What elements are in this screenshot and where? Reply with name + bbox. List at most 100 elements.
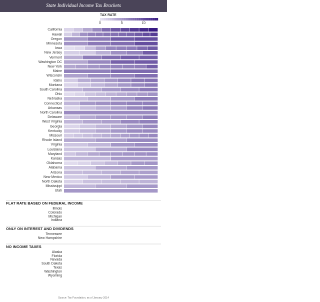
bracket-segment — [64, 78, 78, 83]
bracket-segment — [126, 138, 158, 142]
section-title: ONLY ON INTEREST AND DIVIDENDS — [6, 227, 74, 231]
bracket-segment — [134, 152, 146, 156]
state-label: South Dakota — [41, 262, 62, 266]
bracket-segment — [74, 46, 85, 50]
bracket-segment — [64, 156, 111, 161]
bracket-segment — [64, 124, 80, 129]
bracket-segment — [95, 46, 106, 50]
chart: State Individual Income Tax Brackets TAX… — [0, 0, 167, 300]
bracket-segment — [111, 115, 127, 119]
legend-swatch — [117, 18, 120, 21]
bracket-segment — [101, 133, 111, 138]
legend-swatch — [107, 18, 110, 21]
bracket-segment — [126, 51, 143, 55]
state-label: Nevada — [50, 258, 62, 262]
bracket-segment — [87, 60, 111, 64]
bracket-segment — [64, 110, 158, 115]
bracket-segment — [105, 92, 116, 96]
bracket-segment — [87, 32, 96, 37]
bracket-segment — [64, 133, 74, 138]
bracket-segment — [118, 32, 127, 37]
state-label: North Carolina — [40, 110, 62, 114]
bracket-segment — [116, 92, 127, 96]
bracket-segment — [64, 87, 83, 92]
section-title: NO INCOME TAXES — [6, 245, 42, 249]
legend-swatch — [115, 18, 118, 21]
state-label: Georgia — [50, 124, 62, 128]
bracket-segment — [75, 152, 88, 156]
state-label: Connecticut — [44, 101, 62, 105]
bracket-segment — [73, 133, 83, 138]
legend-swatch — [129, 18, 132, 21]
state-label: Idaho — [54, 78, 63, 82]
state-label: Alaska — [52, 250, 62, 254]
bracket-segment — [134, 41, 158, 46]
bracket-segment — [111, 156, 158, 161]
bracket-segment — [101, 179, 121, 184]
bracket-segment — [82, 179, 102, 184]
bracket-segment — [64, 51, 80, 55]
bracket-segment — [111, 74, 135, 78]
state-label: Tennessee — [46, 232, 63, 236]
legend-swatch — [130, 18, 133, 21]
bracket-segment — [64, 64, 76, 69]
bracket-segment — [111, 129, 127, 133]
state-label: Mississippi — [46, 184, 63, 188]
bracket-segment — [148, 133, 158, 138]
bracket-segment — [64, 69, 111, 73]
bracket-segment — [134, 60, 158, 64]
state-label: Ohio — [55, 92, 62, 96]
bracket-segment — [64, 106, 80, 110]
bracket-segment — [139, 179, 158, 184]
bracket-segment — [111, 124, 127, 129]
state-label: Montana — [49, 83, 62, 87]
bracket-segment — [111, 175, 135, 179]
section-title: FLAT RATE BASED ON FEDERAL INCOME — [6, 202, 83, 206]
bracket-segment — [82, 133, 92, 138]
source: Source: Tax Foundation, as of January 20… — [58, 296, 109, 300]
bracket-segment — [95, 115, 111, 119]
bracket-segment — [126, 129, 143, 133]
bracket-segment — [139, 55, 158, 60]
bracket-segment — [101, 170, 121, 175]
bracket-segment — [64, 184, 96, 188]
bracket-segment — [64, 37, 88, 41]
legend-swatch — [125, 18, 128, 21]
bracket-segment — [126, 92, 137, 96]
bracket-segment — [99, 64, 111, 69]
state-label: Nebraska — [47, 97, 62, 101]
legend-swatch — [152, 18, 155, 21]
bracket-segment — [134, 175, 158, 179]
bracket-segment — [87, 152, 99, 156]
bracket-segment — [64, 41, 88, 46]
bracket-segment — [111, 37, 135, 41]
bracket-segment — [87, 97, 111, 101]
bracket-segment — [122, 64, 135, 69]
state-label: Hawaii — [52, 32, 62, 36]
legend-swatch — [148, 18, 151, 21]
bracket-segment — [126, 46, 137, 50]
state-label: Maine — [53, 69, 62, 73]
bracket-segment — [117, 161, 131, 165]
bracket-segment — [131, 161, 145, 165]
bracket-segment — [131, 78, 145, 83]
bracket-segment — [117, 78, 131, 83]
legend-swatch — [136, 18, 139, 21]
bracket-segment — [90, 83, 104, 87]
bracket-segment — [111, 97, 135, 101]
bracket-segment — [64, 115, 80, 119]
bracket-segment — [79, 106, 96, 110]
bracket-segment — [79, 101, 96, 106]
legend-swatch — [138, 18, 141, 21]
bracket-segment — [64, 97, 88, 101]
state-label: South Carolina — [40, 87, 63, 91]
bracket-segment — [95, 106, 111, 110]
bracket-segment — [134, 32, 143, 37]
state-label: Oklahoma — [47, 161, 63, 165]
legend-swatch — [123, 18, 126, 21]
legend-swatch — [113, 18, 116, 21]
bracket-segment — [111, 51, 127, 55]
state-label: Alabama — [49, 166, 62, 170]
bracket-segment — [87, 64, 99, 69]
bracket-segment — [126, 166, 158, 170]
